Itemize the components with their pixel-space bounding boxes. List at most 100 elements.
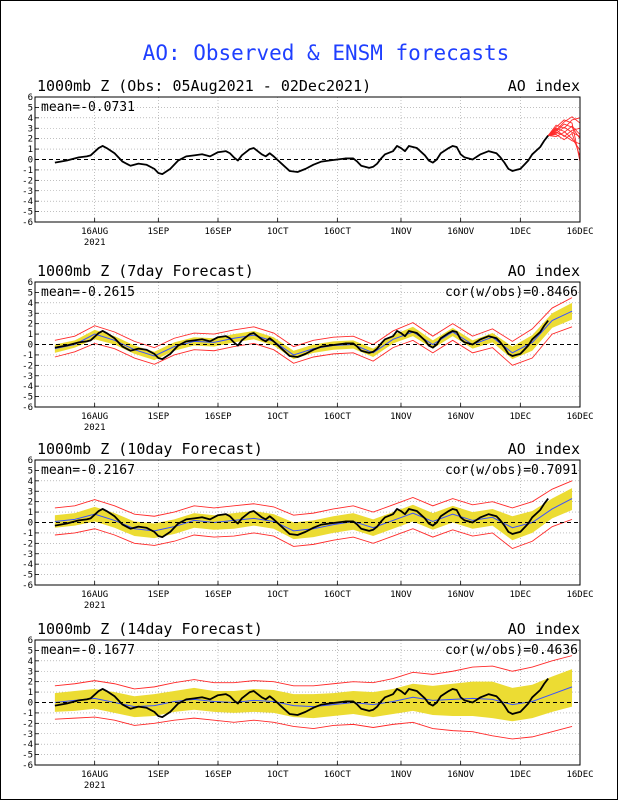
x-year-label: 2021 bbox=[84, 423, 106, 433]
x-tick-label: 1OCT bbox=[267, 412, 289, 422]
x-tick-label: 1SEP bbox=[147, 412, 169, 422]
x-tick-label: 16OCT bbox=[324, 770, 352, 780]
member-envelope-high bbox=[54, 480, 573, 517]
y-tick-label: 3 bbox=[28, 124, 33, 134]
x-tick-label: 16OCT bbox=[324, 227, 352, 237]
x-tick-label: 16NOV bbox=[447, 590, 475, 600]
x-tick-label: 16NOV bbox=[447, 770, 475, 780]
y-tick-label: -1 bbox=[22, 166, 33, 176]
y-tick-label: -1 bbox=[22, 351, 33, 361]
y-tick-label: 2 bbox=[28, 498, 33, 508]
panel-title: 1000mb Z (7day Forecast) bbox=[37, 262, 254, 280]
x-tick-label: 16SEP bbox=[204, 412, 232, 422]
forecast-member-line bbox=[548, 132, 581, 157]
mean-label: mean=-0.0731 bbox=[41, 100, 135, 115]
y-tick-label: -4 bbox=[22, 197, 33, 207]
y-tick-label: -5 bbox=[22, 393, 33, 403]
y-tick-label: -2 bbox=[22, 539, 33, 549]
x-tick-label: 16AUG bbox=[81, 412, 108, 422]
correlation-label: cor(w/obs)=0.4636 bbox=[445, 643, 578, 658]
panel-title: 1000mb Z (10day Forecast) bbox=[37, 440, 263, 458]
y-tick-label: 6 bbox=[28, 636, 33, 646]
y-tick-label: 5 bbox=[28, 646, 33, 656]
y-tick-label: 4 bbox=[28, 657, 33, 667]
y-tick-label: 0 bbox=[28, 341, 33, 351]
x-tick-label: 1DEC bbox=[509, 770, 531, 780]
y-tick-label: 0 bbox=[28, 699, 33, 709]
y-tick-label: 1 bbox=[28, 330, 33, 340]
y-tick-label: 2 bbox=[28, 135, 33, 145]
x-tick-label: 16AUG bbox=[81, 770, 108, 780]
index-label: AO index bbox=[508, 440, 580, 458]
y-tick-label: 3 bbox=[28, 667, 33, 677]
x-tick-label: 16NOV bbox=[447, 412, 475, 422]
forecast-member-line bbox=[547, 119, 581, 162]
x-tick-label: 1SEP bbox=[147, 590, 169, 600]
y-tick-label: -2 bbox=[22, 719, 33, 729]
x-tick-label: 1OCT bbox=[267, 770, 289, 780]
y-tick-label: 1 bbox=[28, 688, 33, 698]
x-tick-label: 1DEC bbox=[509, 227, 531, 237]
y-tick-label: 3 bbox=[28, 309, 33, 319]
forecast-member-line bbox=[547, 127, 581, 138]
y-tick-label: -1 bbox=[22, 709, 33, 719]
y-tick-label: 6 bbox=[28, 456, 33, 466]
y-tick-label: -4 bbox=[22, 560, 33, 570]
y-tick-label: -4 bbox=[22, 740, 33, 750]
y-tick-label: 3 bbox=[28, 487, 33, 497]
y-tick-label: -2 bbox=[22, 361, 33, 371]
y-tick-label: -3 bbox=[22, 187, 33, 197]
y-tick-label: 2 bbox=[28, 320, 33, 330]
observed-ao-line bbox=[54, 319, 549, 360]
forecast-member-line bbox=[547, 127, 581, 151]
x-tick-label: 16SEP bbox=[204, 770, 232, 780]
panel-title: 1000mb Z (Obs: 05Aug2021 - 02Dec2021) bbox=[37, 77, 371, 95]
x-tick-label: 16NOV bbox=[447, 227, 475, 237]
x-tick-label: 16AUG bbox=[81, 590, 108, 600]
x-tick-label: 1NOV bbox=[390, 590, 412, 600]
x-tick-label: 16DEC bbox=[566, 412, 593, 422]
member-envelope-low bbox=[54, 326, 573, 366]
y-tick-label: -5 bbox=[22, 208, 33, 218]
y-tick-label: -3 bbox=[22, 550, 33, 560]
x-tick-label: 1DEC bbox=[509, 412, 531, 422]
y-tick-label: 4 bbox=[28, 299, 33, 309]
ensemble-spread-band bbox=[54, 488, 573, 541]
correlation-label: cor(w/obs)=0.8466 bbox=[445, 285, 578, 300]
x-tick-label: 16DEC bbox=[566, 770, 593, 780]
index-label: AO index bbox=[508, 77, 580, 95]
forecast-member-line bbox=[548, 125, 581, 138]
x-tick-label: 16SEP bbox=[204, 590, 232, 600]
y-tick-label: 5 bbox=[28, 466, 33, 476]
y-tick-label: 2 bbox=[28, 678, 33, 688]
y-tick-label: -6 bbox=[22, 218, 33, 228]
y-tick-label: 5 bbox=[28, 103, 33, 113]
forecast-member-line bbox=[547, 116, 581, 136]
x-tick-label: 1DEC bbox=[509, 590, 531, 600]
y-tick-label: -1 bbox=[22, 529, 33, 539]
y-tick-label: 0 bbox=[28, 519, 33, 529]
x-tick-label: 1NOV bbox=[390, 770, 412, 780]
x-tick-label: 1SEP bbox=[147, 227, 169, 237]
x-tick-label: 1OCT bbox=[267, 590, 289, 600]
x-tick-label: 16SEP bbox=[204, 227, 232, 237]
forecast-member-line bbox=[547, 123, 581, 139]
panel-title: 1000mb Z (14day Forecast) bbox=[37, 620, 263, 638]
mean-label: mean=-0.2167 bbox=[41, 463, 135, 478]
y-tick-label: -6 bbox=[22, 761, 33, 771]
member-envelope-low bbox=[54, 518, 573, 550]
x-tick-label: 16OCT bbox=[324, 590, 352, 600]
x-tick-label: 1SEP bbox=[147, 770, 169, 780]
y-tick-label: -3 bbox=[22, 372, 33, 382]
ensemble-mean-line bbox=[54, 310, 573, 357]
member-envelope-high bbox=[54, 655, 573, 690]
y-tick-label: -6 bbox=[22, 403, 33, 413]
observed-ao-line bbox=[54, 497, 549, 538]
y-tick-label: -4 bbox=[22, 382, 33, 392]
mean-label: mean=-0.2615 bbox=[41, 285, 135, 300]
